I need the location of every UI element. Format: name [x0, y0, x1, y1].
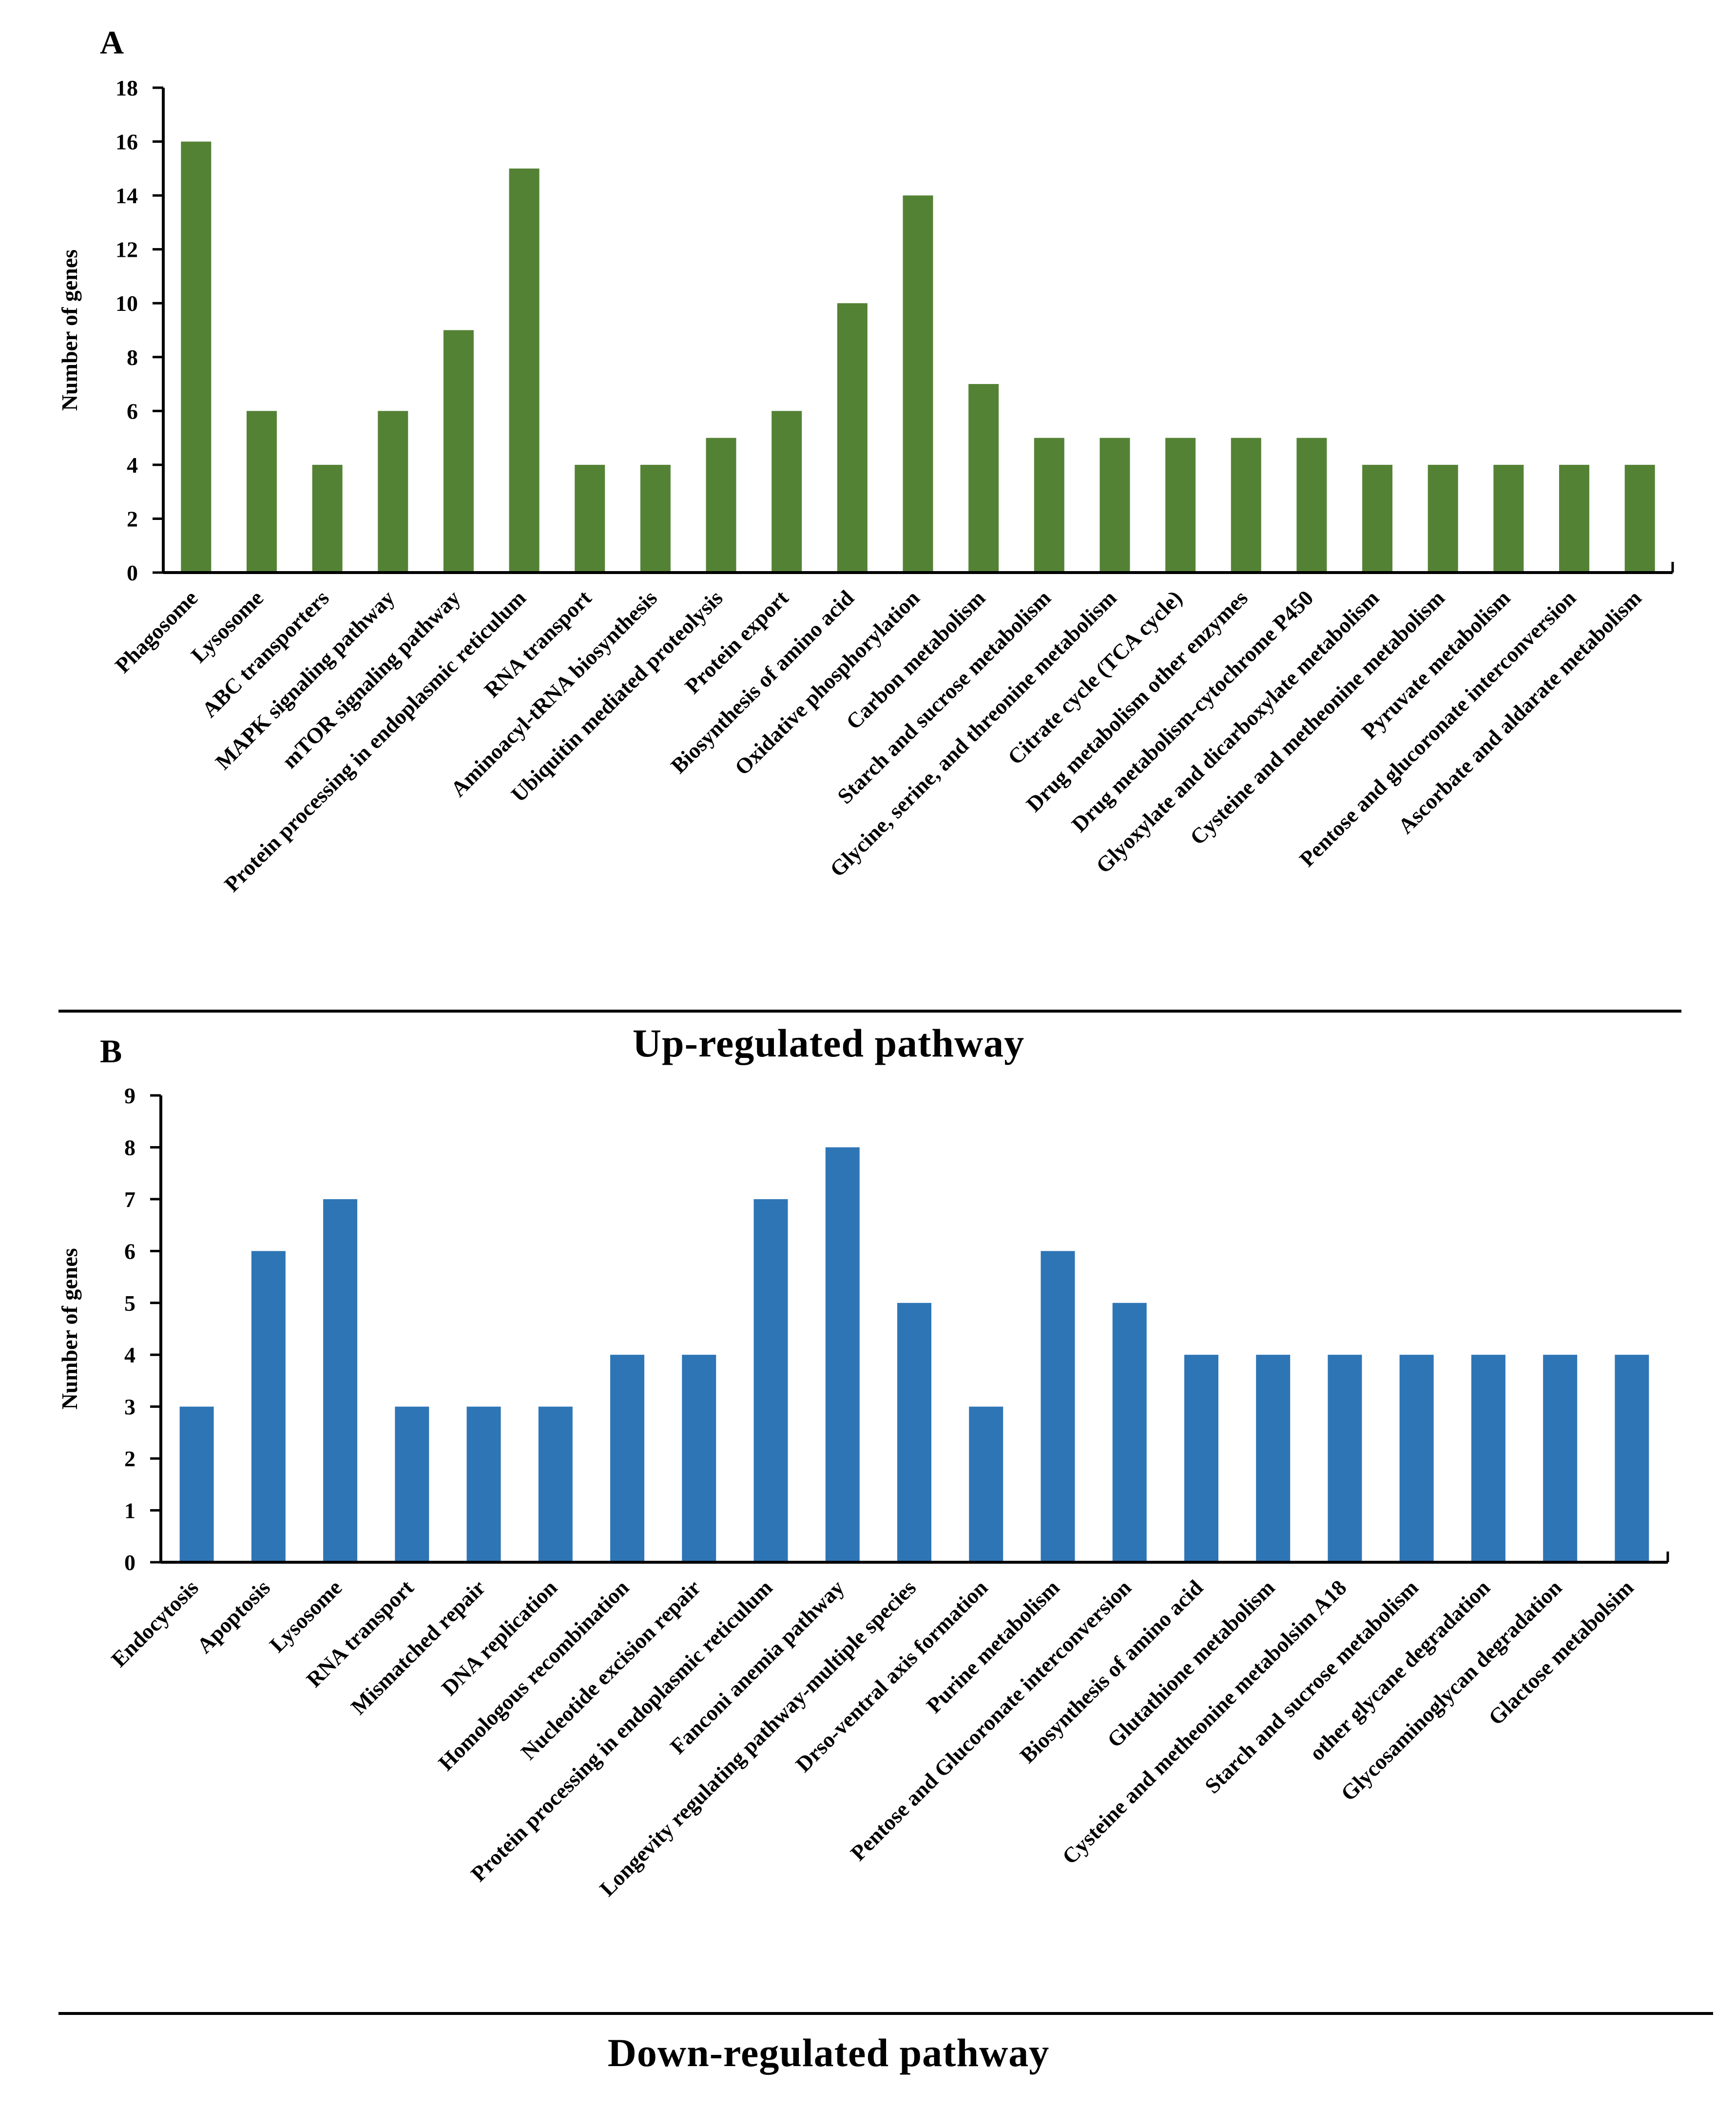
panel-a-bar: [903, 195, 933, 573]
panel-b-bar: [1615, 1355, 1649, 1562]
panel-a-bar: [312, 464, 343, 573]
panel-b-y-tick-label: 5: [124, 1291, 135, 1316]
panel-a-bar: [575, 464, 605, 573]
panel-b-category-label: Glactose metabolsim: [1484, 1575, 1638, 1730]
panel-b-category-label: Mismatched repair: [346, 1575, 490, 1719]
panel-b-y-tick-label: 6: [124, 1239, 135, 1264]
panel-b-category-label: Apoptosis: [192, 1575, 275, 1658]
panel-b-y-tick-label: 2: [124, 1446, 135, 1471]
panel-a-bar: [246, 411, 277, 573]
panel-b-bar: [1256, 1355, 1291, 1562]
panel-b-bar: [1041, 1251, 1075, 1562]
panel-a-bar: [443, 330, 474, 573]
panel-a-y-tick-label: 10: [116, 291, 138, 316]
panel-a-category-label: Phagosome: [110, 586, 202, 678]
panel-b-bar: [1543, 1355, 1578, 1562]
panel-a-y-tick-label: 16: [116, 130, 138, 154]
panel-a-bar: [1427, 464, 1458, 573]
panel-a-bar: [1362, 464, 1393, 573]
panel-b-y-tick-label: 1: [124, 1498, 135, 1523]
panel-b-bar: [825, 1147, 860, 1562]
panel-a-bar: [509, 168, 540, 573]
panel-b-bar: [1184, 1355, 1218, 1562]
panel-a-y-tick-label: 8: [127, 345, 138, 370]
panel-a-bar: [181, 141, 212, 573]
panel-a-category-label: Ascorbate and aldarate metabolism: [1393, 586, 1646, 839]
panel-b-bar: [969, 1406, 1003, 1562]
panel-b-y-tick-label: 4: [124, 1342, 135, 1367]
panel-b-y-tick-label: 3: [124, 1395, 135, 1419]
panel-b-letter: B: [100, 1033, 122, 1070]
panel-b-bar: [1471, 1355, 1505, 1562]
panel-b-bar: [753, 1199, 788, 1562]
panel-b-y-tick-label: 9: [124, 1083, 135, 1108]
panel-b-chart: B Number of genes 0 1 2 3 4 5 6 7 8 9 EndocytosisApo…: [57, 1033, 1713, 2075]
panel-b-category-label: Endocytosis: [107, 1575, 203, 1672]
panel-b-y-tick-label: 0: [124, 1550, 135, 1575]
panel-a-letter: A: [100, 24, 124, 61]
panel-a-bar: [1296, 438, 1327, 573]
panel-a-bar: [640, 464, 671, 573]
panel-b-y-tick-label: 8: [124, 1135, 135, 1160]
panel-a-bar: [968, 384, 999, 573]
panel-b-bar: [323, 1199, 358, 1562]
panel-b-bar: [897, 1303, 931, 1562]
panel-b-bar: [610, 1355, 645, 1562]
panel-a-bar: [378, 411, 408, 573]
panel-a-bar: [772, 411, 802, 573]
panel-a-bar: [1034, 438, 1064, 573]
panel-b-bar: [179, 1406, 214, 1562]
panel-a-section-title: Up-regulated pathway: [633, 1021, 1024, 1065]
panel-a-y-axis-label: Number of genes: [57, 249, 82, 411]
panel-a-bar: [1559, 464, 1590, 573]
panel-b-section-title: Down-regulated pathway: [608, 2031, 1050, 2075]
panel-b-bar: [251, 1251, 286, 1562]
panel-a-y-tick-label: 4: [127, 453, 138, 478]
panel-a-category-label: Protein processing in endoplasmic reticu…: [219, 586, 530, 897]
panel-a-bar: [1165, 438, 1196, 573]
panel-b-bar: [1399, 1355, 1434, 1562]
panel-a-y-tick-label: 6: [127, 399, 138, 423]
panel-a-bar: [1231, 438, 1261, 573]
panel-a-bar: [1099, 438, 1130, 573]
panel-b-bar: [466, 1406, 501, 1562]
panel-a-y-tick-label: 18: [116, 76, 138, 100]
panel-a-y-tick-label: 12: [116, 237, 138, 262]
panel-b-category-label: Purine metabolism: [922, 1575, 1064, 1718]
panel-b-bar: [538, 1406, 573, 1562]
panel-b-y-axis-label: Number of genes: [57, 1248, 82, 1409]
panel-b-bar: [395, 1406, 429, 1562]
panel-a-bar: [1624, 464, 1655, 573]
panel-a-y-tick-label: 0: [127, 560, 138, 585]
panel-b-y-tick-label: 7: [124, 1187, 135, 1212]
panel-a-y-tick-label: 2: [127, 506, 138, 531]
panel-a-bar: [837, 303, 868, 573]
panel-a-bar: [1493, 464, 1524, 573]
panel-b-bar: [1112, 1303, 1147, 1562]
panel-a-y-tick-label: 14: [116, 183, 138, 208]
panel-a-category-label: Drug metabolism-cytochrome P450: [1067, 586, 1318, 837]
panel-a-chart: A Number of genes 0 2 4 6 8 10 12 14 16 18 Phagosome…: [57, 24, 1681, 1065]
panel-b-bar: [1328, 1355, 1362, 1562]
panel-a-bar: [706, 438, 736, 573]
panel-b-bar: [682, 1355, 716, 1562]
